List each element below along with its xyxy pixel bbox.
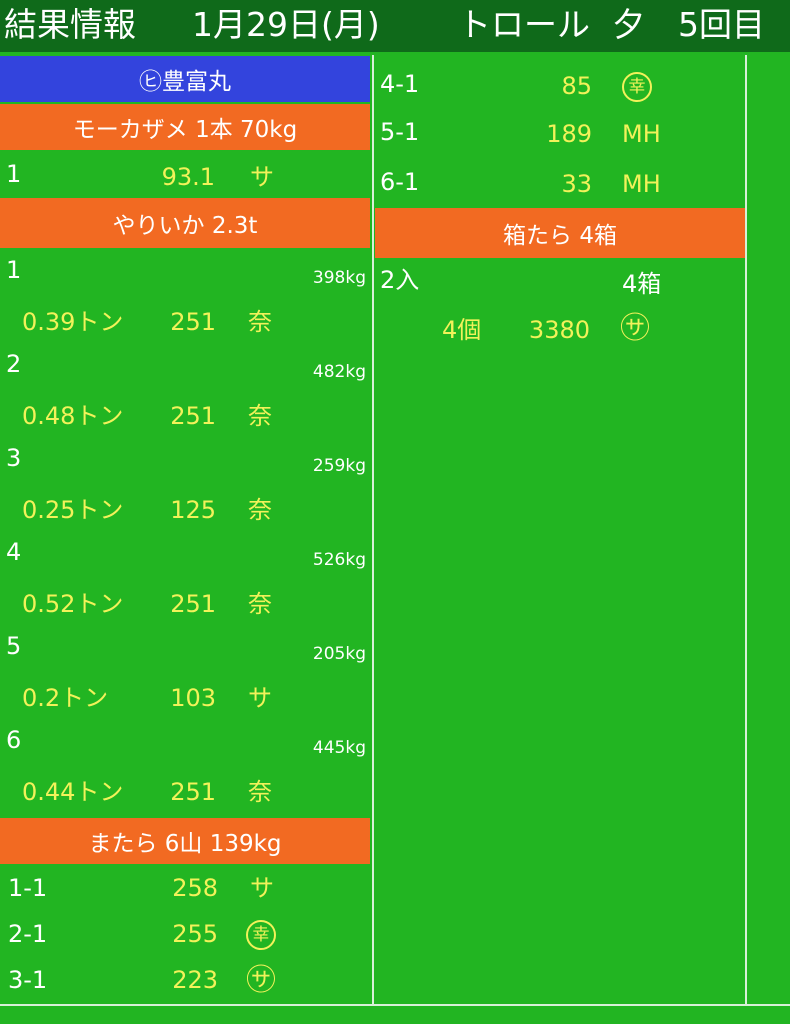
divider bbox=[745, 55, 747, 1005]
price: 251 bbox=[170, 590, 216, 618]
price: 189 bbox=[546, 120, 592, 148]
method: トロール bbox=[458, 5, 590, 44]
price: 125 bbox=[170, 496, 216, 524]
round: 5回目 bbox=[678, 5, 765, 44]
row-no: 1 bbox=[6, 256, 22, 284]
amount: 0.39トン bbox=[22, 308, 124, 336]
buyer: 奈 bbox=[248, 402, 272, 430]
buyer: サ bbox=[250, 163, 274, 191]
boat-name: ㋪豊富丸 bbox=[0, 56, 370, 102]
buyer: サ bbox=[250, 874, 274, 902]
session: 夕 bbox=[612, 5, 645, 44]
buyer: 奈 bbox=[248, 496, 272, 524]
weight: 445kg bbox=[312, 738, 366, 758]
buyer: 奈 bbox=[248, 590, 272, 618]
divider bbox=[0, 1004, 790, 1006]
boxes: 4箱 bbox=[622, 270, 662, 298]
row-no: 2-1 bbox=[8, 920, 48, 948]
section-title: やりいか 2.3t bbox=[0, 198, 370, 248]
buyer: サ bbox=[248, 684, 272, 712]
amount: 0.25トン bbox=[22, 496, 124, 524]
weight: 526kg bbox=[312, 550, 366, 570]
row-no: 4-1 bbox=[380, 70, 420, 98]
price: 33 bbox=[561, 170, 592, 198]
weight: 259kg bbox=[312, 456, 366, 476]
price: 85 bbox=[561, 72, 592, 100]
buyer: MH bbox=[622, 120, 661, 148]
amount: 0.52トン bbox=[22, 590, 124, 618]
buyer: 幸 bbox=[246, 920, 276, 950]
price: 103 bbox=[170, 684, 216, 712]
section-title: モーカザメ 1本 70kg bbox=[0, 104, 370, 150]
weight: 482kg bbox=[312, 362, 366, 382]
row-no: 1-1 bbox=[8, 874, 48, 902]
date: 1月29日(月) bbox=[192, 5, 380, 44]
buyer: ㋚ bbox=[620, 311, 650, 346]
count: 4個 bbox=[442, 316, 482, 344]
buyer: 奈 bbox=[248, 308, 272, 336]
price: 223 bbox=[172, 966, 218, 994]
price: 251 bbox=[170, 402, 216, 430]
section-title: またら 6山 139kg bbox=[0, 818, 370, 864]
title: 結果情報 bbox=[4, 5, 136, 44]
buyer: ㋚ bbox=[246, 963, 276, 998]
row-no: 6 bbox=[6, 726, 22, 754]
buyer: MH bbox=[622, 170, 661, 198]
buyer: 幸 bbox=[622, 72, 652, 102]
amount: 0.48トン bbox=[22, 402, 124, 430]
price: 251 bbox=[170, 778, 216, 806]
price: 255 bbox=[172, 920, 218, 948]
row-no: 3 bbox=[6, 444, 22, 472]
section-title: 箱たら 4箱 bbox=[375, 208, 745, 258]
row-no: 3-1 bbox=[8, 966, 48, 994]
row-no: 2 bbox=[6, 350, 22, 378]
row-no: 6-1 bbox=[380, 168, 420, 196]
divider bbox=[372, 55, 374, 1005]
row-no: 5 bbox=[6, 632, 22, 660]
price: 93.1 bbox=[161, 163, 215, 191]
row-no: 2入 bbox=[380, 266, 420, 294]
weight: 205kg bbox=[312, 644, 366, 664]
price: 3380 bbox=[528, 316, 590, 344]
row-no: 4 bbox=[6, 538, 22, 566]
price: 251 bbox=[170, 308, 216, 336]
amount: 0.2トン bbox=[22, 684, 109, 712]
weight: 398kg bbox=[312, 268, 366, 288]
row-no: 5-1 bbox=[380, 118, 420, 146]
row-no: 1 bbox=[6, 160, 22, 188]
price: 258 bbox=[172, 874, 218, 902]
buyer: 奈 bbox=[248, 778, 272, 806]
amount: 0.44トン bbox=[22, 778, 124, 806]
header-bar bbox=[0, 0, 790, 52]
